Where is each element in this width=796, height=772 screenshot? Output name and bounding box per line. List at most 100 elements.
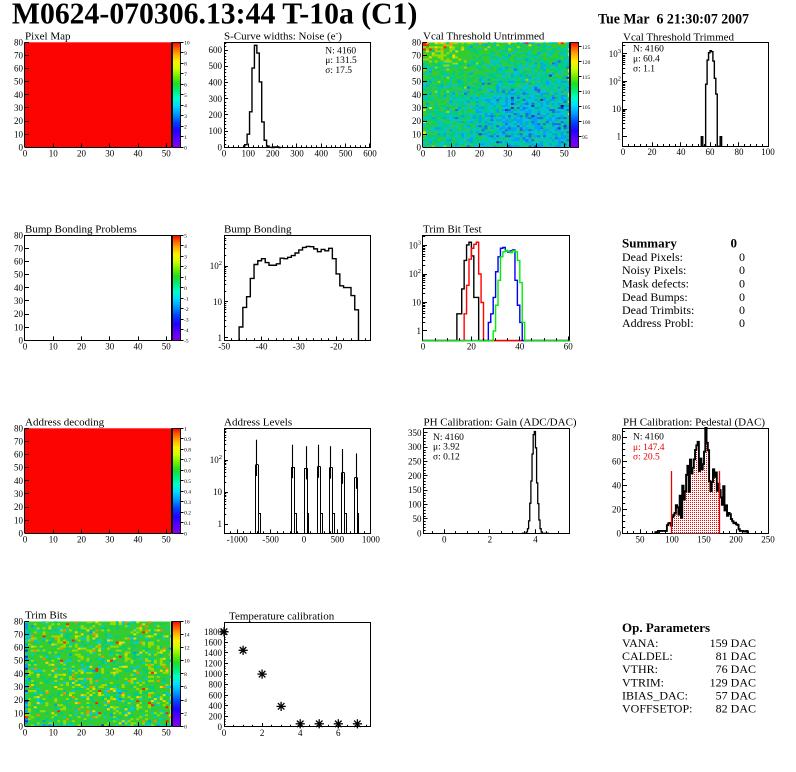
svg-text:0: 0: [417, 142, 422, 152]
svg-text:10: 10: [14, 515, 24, 525]
svg-text:VOFFSETOP:: VOFFSETOP:: [622, 702, 692, 716]
svg-text:S-Curve widths: Noise (e-): S-Curve widths: Noise (e-): [224, 29, 342, 43]
svg-text:Summary: Summary: [622, 235, 677, 250]
svg-text:0.8: 0.8: [184, 447, 191, 453]
svg-text:50: 50: [560, 148, 570, 158]
svg-text:Address Probl:: Address Probl:: [622, 316, 694, 330]
svg-text:102: 102: [210, 260, 222, 271]
svg-text:200: 200: [209, 110, 223, 120]
svg-text:Dead Bumps:: Dead Bumps:: [622, 290, 688, 304]
svg-text:300: 300: [209, 94, 223, 104]
svg-text:500: 500: [331, 534, 345, 544]
svg-text:10: 10: [213, 297, 223, 307]
svg-text:1200: 1200: [204, 659, 223, 669]
svg-text:0: 0: [739, 290, 745, 304]
svg-text:1600: 1600: [204, 637, 223, 647]
svg-text:20: 20: [77, 148, 87, 158]
svg-text:-50: -50: [218, 342, 230, 352]
svg-text:Vcal Threshold Untrimmed: Vcal Threshold Untrimmed: [423, 31, 545, 43]
svg-text:Pixel Map: Pixel Map: [25, 31, 71, 43]
svg-text:σ: 1.1: σ: 1.1: [633, 65, 655, 75]
svg-text:VTRIM:: VTRIM:: [622, 675, 664, 689]
svg-text:10: 10: [49, 341, 59, 351]
svg-text:100: 100: [761, 147, 775, 157]
svg-text:30: 30: [105, 341, 115, 351]
svg-text:4: 4: [184, 698, 187, 704]
svg-text:0: 0: [23, 727, 28, 737]
svg-text:60: 60: [14, 643, 24, 653]
svg-text:-3: -3: [184, 317, 189, 323]
svg-text:80: 80: [14, 423, 24, 433]
svg-text:60: 60: [564, 342, 574, 352]
svg-text:8: 8: [184, 672, 187, 678]
svg-text:500: 500: [209, 61, 223, 71]
svg-text:300: 300: [408, 442, 422, 452]
svg-text:40: 40: [134, 148, 144, 158]
svg-text:5: 5: [184, 233, 187, 239]
svg-text:10: 10: [14, 322, 24, 332]
svg-text:0.4: 0.4: [184, 489, 191, 495]
svg-text:1000: 1000: [362, 534, 381, 544]
svg-text:50: 50: [413, 514, 423, 524]
svg-text:30: 30: [14, 103, 24, 113]
svg-text:60: 60: [14, 450, 24, 460]
svg-text:0: 0: [617, 528, 622, 538]
svg-text:250: 250: [408, 457, 422, 467]
svg-text:103: 103: [609, 48, 621, 59]
svg-text:σ: 17.5: σ: 17.5: [325, 66, 352, 76]
svg-text:Bump Bonding Problems: Bump Bonding Problems: [25, 224, 137, 236]
svg-text:20: 20: [14, 116, 24, 126]
svg-text:2: 2: [184, 711, 187, 717]
svg-text:0: 0: [184, 286, 187, 292]
svg-text:10: 10: [412, 298, 422, 308]
svg-text:30: 30: [105, 534, 115, 544]
svg-text:0.1: 0.1: [184, 521, 191, 527]
svg-text:0.6: 0.6: [184, 468, 191, 474]
svg-text:Vcal Threshold Trimmed: Vcal Threshold Trimmed: [623, 31, 735, 43]
svg-text:14: 14: [184, 632, 190, 638]
svg-text:40: 40: [612, 480, 622, 490]
svg-text:10: 10: [447, 148, 457, 158]
svg-text:6: 6: [184, 685, 187, 691]
svg-text:0.7: 0.7: [184, 458, 191, 464]
svg-text:0: 0: [218, 722, 223, 732]
svg-text:1: 1: [218, 333, 223, 343]
svg-text:10: 10: [49, 148, 59, 158]
svg-text:800: 800: [209, 680, 223, 690]
svg-text:Noisy Pixels:: Noisy Pixels:: [622, 263, 686, 277]
svg-text:Mask defects:: Mask defects:: [622, 277, 689, 291]
svg-text:6: 6: [184, 82, 187, 88]
svg-text:-2: -2: [184, 307, 189, 313]
svg-text:40: 40: [14, 476, 24, 486]
svg-text:70: 70: [14, 50, 24, 60]
svg-text:40: 40: [412, 90, 422, 100]
svg-text:76 DAC: 76 DAC: [716, 662, 756, 676]
svg-text:2: 2: [260, 728, 265, 738]
svg-text:40: 40: [134, 534, 144, 544]
svg-text:82 DAC: 82 DAC: [716, 702, 756, 716]
svg-text:10: 10: [49, 727, 59, 737]
svg-text:Temperature calibration: Temperature calibration: [229, 610, 335, 622]
svg-text:81 DAC: 81 DAC: [716, 649, 756, 663]
svg-text:1: 1: [184, 135, 187, 141]
svg-text:1000: 1000: [204, 669, 223, 679]
svg-text:σ: 0.12: σ: 0.12: [433, 452, 460, 462]
svg-text:0: 0: [19, 142, 24, 152]
svg-text:9: 9: [184, 51, 187, 57]
svg-text:2: 2: [184, 124, 187, 130]
svg-text:40: 40: [14, 283, 24, 293]
svg-text:4: 4: [184, 244, 187, 250]
svg-text:80: 80: [735, 147, 745, 157]
svg-text:4: 4: [184, 103, 187, 109]
svg-text:VANA:: VANA:: [622, 636, 658, 650]
svg-text:100: 100: [209, 126, 223, 136]
svg-text:40: 40: [14, 90, 24, 100]
svg-text:60: 60: [14, 257, 24, 267]
svg-text:μ: 147.4: μ: 147.4: [633, 443, 665, 453]
svg-text:40: 40: [134, 341, 144, 351]
svg-text:1: 1: [184, 426, 187, 432]
svg-text:0: 0: [621, 147, 626, 157]
svg-text:20: 20: [14, 695, 24, 705]
svg-text:CALDEL:: CALDEL:: [622, 649, 673, 663]
svg-text:0: 0: [184, 145, 187, 151]
